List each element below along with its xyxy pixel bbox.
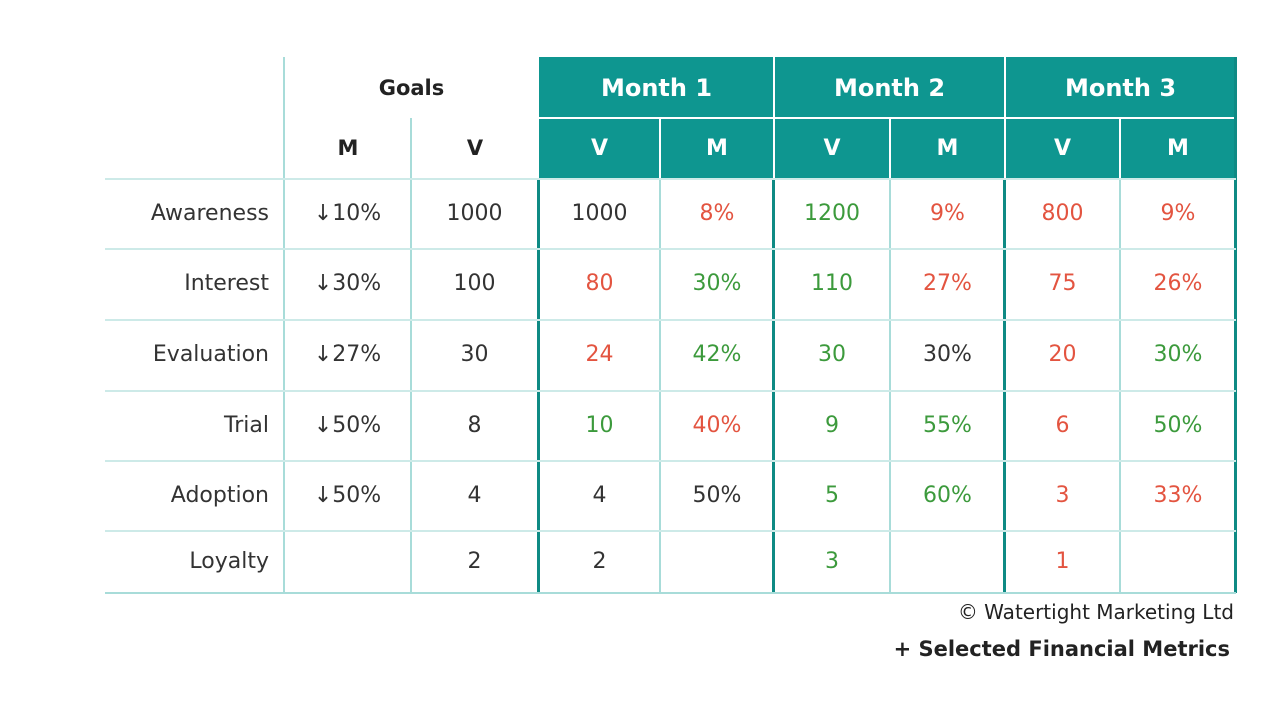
month-value: 30: [818, 342, 846, 367]
row-divider: [105, 460, 1236, 462]
row-divider: [105, 319, 1236, 321]
month-value: 9: [825, 412, 839, 438]
grid-line: [283, 57, 285, 593]
header-divider: [539, 117, 1236, 119]
month-value: 6: [1055, 412, 1070, 438]
month-value: 9%: [930, 200, 965, 226]
month-value: 9%: [1160, 200, 1196, 226]
month-value: 5: [825, 482, 839, 508]
month-value: 3: [825, 548, 839, 574]
month-col-3: V: [823, 135, 841, 161]
goal-m-value: ↓27%: [313, 342, 382, 367]
month-value: 30%: [1153, 342, 1203, 367]
grid-line: [1003, 178, 1006, 593]
goal-m-value: ↓30%: [313, 271, 382, 296]
grid-line: [1119, 178, 1121, 593]
month-value: 26%: [1153, 271, 1203, 296]
month-1-header: Month 1: [600, 73, 713, 102]
copyright-text: © Watertight Marketing Ltd: [957, 600, 1234, 624]
month-value: 24: [585, 342, 614, 367]
month-value: 50%: [692, 482, 742, 508]
month-value: 3: [1055, 482, 1070, 508]
month-value: 40%: [692, 412, 742, 438]
row-divider: [105, 248, 1236, 250]
month-col-1: V: [590, 135, 609, 161]
month-value: 1000: [571, 200, 628, 226]
goal-m-value: ↓50%: [313, 482, 382, 508]
goal-m-value: ↓10%: [313, 200, 382, 226]
goal-col-m: M: [337, 136, 359, 160]
month-3-header: Month 3: [1064, 73, 1177, 102]
goal-v-value: 2: [467, 548, 482, 574]
goal-v-value: 4: [467, 482, 482, 508]
month-value: 20: [1048, 342, 1077, 367]
month-value: 55%: [923, 412, 972, 438]
month-value: 50%: [1153, 412, 1203, 438]
row-divider: [105, 390, 1236, 392]
month-col-2: M: [706, 135, 728, 161]
month-value: 80: [585, 271, 614, 296]
header-divider: [889, 118, 891, 178]
month-value: 8%: [699, 200, 735, 226]
month-value: 30%: [692, 271, 742, 296]
month-value: 110: [811, 271, 853, 296]
grid-line: [772, 178, 775, 593]
row-label: Trial: [224, 412, 269, 438]
month-value: [890, 530, 1005, 592]
month-value: [660, 530, 774, 592]
grid-line: [410, 118, 412, 593]
row-label: Loyalty: [189, 548, 269, 574]
month-value: 27%: [923, 271, 972, 296]
month-value: 33%: [1153, 482, 1203, 508]
goal-v-value: 8: [467, 412, 482, 438]
row-label: Evaluation: [152, 342, 269, 367]
month-value: [1120, 530, 1236, 592]
row-divider: [105, 530, 1236, 532]
goal-m-value: [285, 530, 410, 592]
month-value: 75: [1048, 271, 1077, 296]
month-value: 4: [592, 482, 607, 508]
goals-header: Goals: [378, 75, 445, 100]
goal-col-v: V: [466, 136, 484, 160]
month-value: 2: [592, 548, 607, 574]
header-divider: [659, 118, 661, 178]
financial-metrics-note: + Selected Financial Metrics: [893, 637, 1230, 661]
grid-line: [1234, 57, 1237, 593]
month-value: 60%: [923, 482, 972, 508]
month-value: 42%: [692, 342, 742, 367]
month-value: 1200: [804, 200, 860, 226]
month-col-6: M: [1167, 135, 1189, 161]
row-label: Interest: [184, 271, 269, 296]
month-value: 1: [1055, 548, 1070, 574]
month-value: 10: [585, 412, 614, 438]
row-divider: [105, 178, 1236, 180]
goal-v-value: 30: [460, 342, 489, 367]
grid-line: [537, 178, 540, 593]
header-divider: [1119, 118, 1121, 178]
month-col-4: M: [936, 135, 959, 161]
month-value: 30%: [923, 342, 972, 367]
row-label: Awareness: [150, 200, 269, 226]
goal-m-value: ↓50%: [313, 412, 382, 438]
goal-v-value: 100: [453, 271, 496, 296]
month-value: 800: [1041, 200, 1084, 226]
month-2-header: Month 2: [833, 73, 946, 102]
grid-line: [659, 178, 661, 593]
row-label: Adoption: [170, 482, 269, 508]
table-bottom-border: [105, 592, 1236, 594]
month-col-5: V: [1053, 135, 1072, 161]
goal-v-value: 1000: [446, 200, 503, 226]
grid-line: [889, 178, 891, 593]
